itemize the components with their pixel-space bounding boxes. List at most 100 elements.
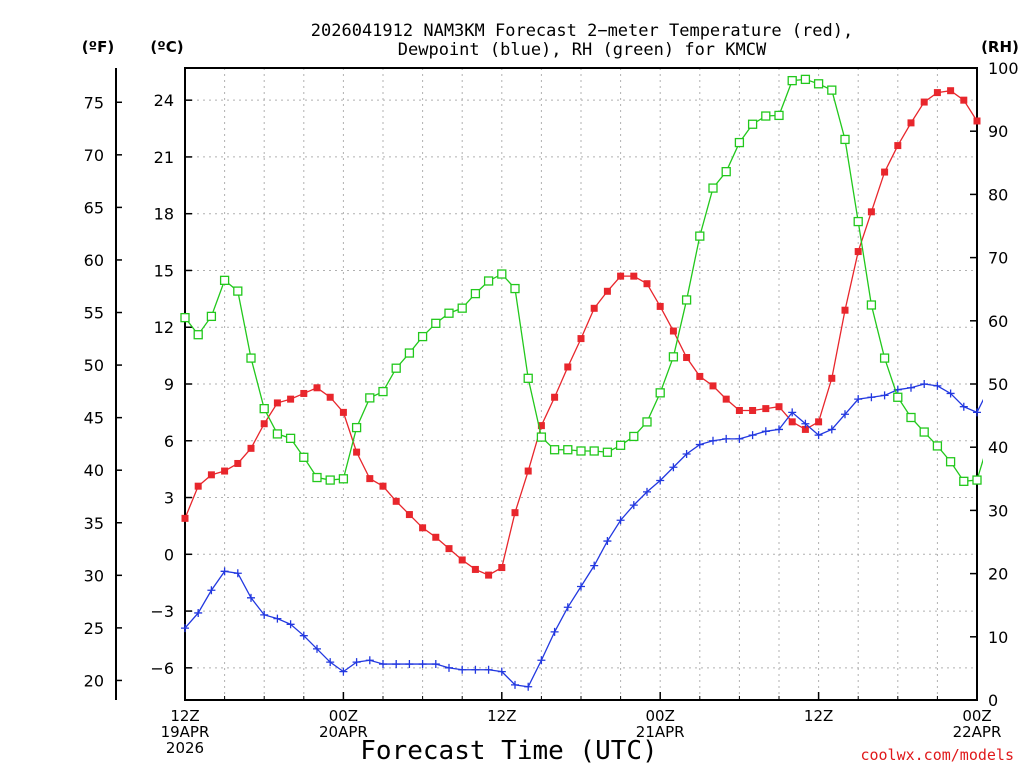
- dewpoint-point: [233, 569, 242, 578]
- rh-point: [378, 386, 388, 397]
- dewpoint-line: [184, 383, 983, 688]
- temperature-point: [749, 406, 757, 414]
- celsius-tick-label: 24: [154, 91, 174, 110]
- rh-tick-label: 60: [988, 312, 1008, 331]
- rh-point: [549, 445, 560, 455]
- x-tick-label: 12Z: [170, 707, 199, 725]
- rh-point: [761, 111, 771, 121]
- dewpoint-point: [339, 667, 348, 676]
- temperature-point: [432, 533, 440, 541]
- dewpoint-point: [550, 627, 559, 636]
- fahrenheit-tick-label: 25: [84, 619, 104, 638]
- dewpoint-point: [431, 660, 440, 669]
- dewpoint-point: [207, 586, 216, 595]
- temperature-point: [551, 393, 559, 401]
- temperature-point: [524, 467, 532, 475]
- temperature-point: [696, 372, 704, 380]
- rh-tick-label: 90: [988, 122, 1008, 141]
- dewpoint-point: [418, 660, 427, 669]
- chart-title-line-1: 2026041912 NAM3KM Forecast 2−meter Tempe…: [311, 21, 853, 41]
- rh-point: [470, 288, 481, 299]
- x-tick-label: 00Z: [329, 707, 358, 725]
- fahrenheit-tick-label: 35: [84, 514, 104, 533]
- dewpoint-point: [841, 410, 849, 419]
- temperature-point: [537, 422, 545, 430]
- rh-point: [721, 166, 731, 177]
- rh-point: [180, 312, 190, 323]
- dewpoint-point: [260, 610, 269, 619]
- temperature-point: [577, 335, 585, 343]
- x-tick-label: 12Z: [487, 707, 516, 725]
- temperature-point: [234, 459, 242, 467]
- rh-point: [431, 318, 441, 328]
- rh-tick-label: 0: [988, 691, 998, 710]
- temperature-point: [181, 514, 189, 522]
- dewpoint-point: [299, 631, 308, 640]
- series-rh: [180, 74, 983, 486]
- temperature-point: [392, 497, 400, 505]
- rh-point: [866, 300, 877, 310]
- temperature-point: [617, 272, 625, 280]
- dewpoint-point: [788, 408, 797, 417]
- rh-point: [417, 331, 428, 342]
- dewpoint-point: [511, 680, 519, 689]
- credit-text: coolwx.com/models: [860, 746, 1014, 764]
- dewpoint-point: [471, 665, 480, 674]
- dewpoint-point: [920, 380, 929, 388]
- fahrenheit-tick-label: 60: [84, 251, 104, 270]
- fahrenheit-tick-label: 20: [84, 671, 104, 690]
- temperature-point: [419, 524, 427, 532]
- temperature-point: [326, 393, 334, 401]
- temperature-point: [366, 475, 374, 483]
- dewpoint-point: [880, 391, 889, 400]
- rh-line: [184, 78, 983, 483]
- fahrenheit-tick-label: 40: [84, 461, 104, 480]
- temperature-point: [947, 87, 955, 95]
- dewpoint-point: [392, 660, 401, 669]
- temperature-point: [960, 96, 968, 104]
- rh-point: [444, 308, 454, 318]
- dewpoint-point: [352, 658, 361, 667]
- rh-point: [193, 330, 203, 340]
- rh-point: [365, 393, 375, 403]
- rh-point: [563, 445, 573, 455]
- dewpoint-point: [484, 665, 493, 674]
- rh-tick-label: 20: [988, 565, 1008, 584]
- temperature-point: [828, 374, 836, 382]
- temperature-point: [273, 399, 281, 407]
- dewpoint-point: [656, 476, 665, 485]
- fahrenheit-tick-label: 65: [84, 198, 104, 217]
- dewpoint-point: [669, 463, 678, 472]
- temperature-point: [564, 363, 572, 371]
- temperature-point: [287, 395, 295, 403]
- x-tick-label: 00Z: [962, 707, 991, 725]
- dewpoint-point: [695, 440, 704, 449]
- x-tick-label: 12Z: [804, 707, 833, 725]
- rh-point: [351, 422, 362, 433]
- dewpoint-point: [379, 660, 387, 669]
- temperature-point: [603, 287, 611, 295]
- rh-point: [747, 119, 758, 129]
- rh-point: [919, 427, 929, 437]
- series-temperature: [181, 87, 981, 579]
- temperature-point: [854, 248, 862, 256]
- dewpoint-point: [709, 436, 717, 445]
- rh-point: [259, 403, 269, 414]
- rh-point: [945, 457, 956, 467]
- fahrenheit-tick-label: 30: [84, 566, 104, 585]
- rh-tick-label: 40: [988, 438, 1008, 457]
- rh-tick-label: 70: [988, 249, 1008, 268]
- celsius-tick-label: 18: [154, 205, 174, 224]
- celsius-axis-unit: (ºC): [150, 38, 183, 56]
- temperature-point: [511, 509, 519, 517]
- rh-point: [893, 392, 903, 402]
- x-tick-label: 20APR: [319, 723, 368, 741]
- dewpoint-point: [563, 603, 572, 612]
- rh-point: [959, 476, 969, 486]
- temperature-point: [194, 482, 202, 490]
- rh-point: [391, 363, 401, 373]
- x-tick-label: 00Z: [646, 707, 675, 725]
- rh-point: [457, 303, 467, 313]
- dewpoint-point: [181, 624, 189, 633]
